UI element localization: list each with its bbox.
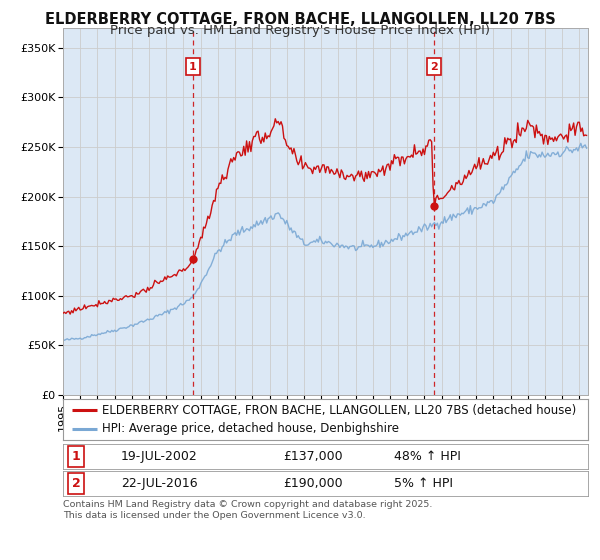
Text: 2: 2 bbox=[72, 477, 80, 490]
Text: £190,000: £190,000 bbox=[284, 477, 343, 490]
Text: Price paid vs. HM Land Registry's House Price Index (HPI): Price paid vs. HM Land Registry's House … bbox=[110, 24, 490, 37]
Text: 19-JUL-2002: 19-JUL-2002 bbox=[121, 450, 197, 463]
Text: 2: 2 bbox=[430, 62, 438, 72]
Text: 22-JUL-2016: 22-JUL-2016 bbox=[121, 477, 197, 490]
Text: Contains HM Land Registry data © Crown copyright and database right 2025.
This d: Contains HM Land Registry data © Crown c… bbox=[63, 500, 433, 520]
Text: ELDERBERRY COTTAGE, FRON BACHE, LLANGOLLEN, LL20 7BS (detached house): ELDERBERRY COTTAGE, FRON BACHE, LLANGOLL… bbox=[103, 404, 577, 417]
Text: 1: 1 bbox=[189, 62, 197, 72]
Text: £137,000: £137,000 bbox=[284, 450, 343, 463]
Text: 48% ↑ HPI: 48% ↑ HPI bbox=[394, 450, 461, 463]
Text: ELDERBERRY COTTAGE, FRON BACHE, LLANGOLLEN, LL20 7BS: ELDERBERRY COTTAGE, FRON BACHE, LLANGOLL… bbox=[44, 12, 556, 27]
Text: 1: 1 bbox=[72, 450, 80, 463]
Text: 5% ↑ HPI: 5% ↑ HPI bbox=[394, 477, 453, 490]
Text: HPI: Average price, detached house, Denbighshire: HPI: Average price, detached house, Denb… bbox=[103, 422, 400, 435]
